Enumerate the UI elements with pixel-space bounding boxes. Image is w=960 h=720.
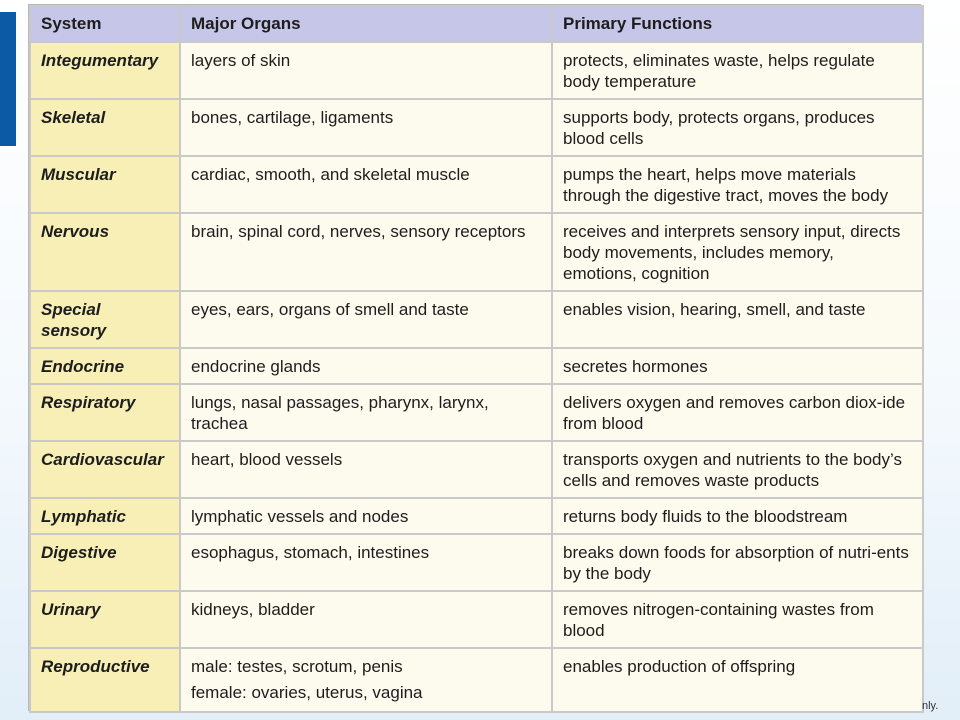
organs-cell: endocrine glands [179,347,553,385]
organs-line: heart, blood vessels [191,450,343,469]
system-cell: Urinary [29,590,181,649]
system-cell: Integumentary [29,41,181,100]
organs-line: layers of skin [191,51,291,70]
functions-cell: protects, eliminates waste, helps regula… [551,41,924,100]
system-cell: Reproductive [29,647,181,713]
functions-cell: receives and interprets sensory input, d… [551,212,924,292]
functions-cell: supports body, protects organs, produces… [551,98,924,157]
functions-cell: secretes hormones [551,347,924,385]
functions-cell: removes nitrogen-containing wastes from … [551,590,924,649]
footer-text-fragment: nly. [922,700,939,712]
table-row: Digestive esophagus, stomach, intestines… [29,533,924,592]
organs-cell: eyes, ears, organs of smell and taste [179,290,553,349]
table: System Major Organs Primary Functions In… [29,5,924,713]
organs-cell: lungs, nasal passages, pharynx, larynx, … [179,383,553,442]
functions-cell: transports oxygen and nutrients to the b… [551,440,924,499]
table-row: Integumentary layers of skin protects, e… [29,41,924,100]
organs-cell: lymphatic vessels and nodes [179,497,553,535]
table-row: Respiratory lungs, nasal passages, phary… [29,383,924,442]
organs-line: endocrine glands [191,357,321,376]
table-row: Special sensory eyes, ears, organs of sm… [29,290,924,349]
system-cell: Cardiovascular [29,440,181,499]
system-cell: Special sensory [29,290,181,349]
organs-cell: brain, spinal cord, nerves, sensory rece… [179,212,553,292]
organs-cell: layers of skin [179,41,553,100]
header-major-organs: Major Organs [179,5,553,43]
system-cell: Muscular [29,155,181,214]
system-cell: Respiratory [29,383,181,442]
table-row: Lymphatic lymphatic vessels and nodes re… [29,497,924,535]
organs-line: female: ovaries, uterus, vagina [191,683,423,702]
organs-line: male: testes, scrotum, penis [191,657,403,676]
organs-cell: kidneys, bladder [179,590,553,649]
table-row: Skeletal bones, cartilage, ligaments sup… [29,98,924,157]
system-cell: Nervous [29,212,181,292]
organs-cell: cardiac, smooth, and skeletal muscle [179,155,553,214]
table-row: Muscular cardiac, smooth, and skeletal m… [29,155,924,214]
table-row: Urinary kidneys, bladder removes nitroge… [29,590,924,649]
table-row: Endocrine endocrine glands secretes horm… [29,347,924,385]
table-row: Reproductive male: testes, scrotum, peni… [29,647,924,713]
organs-line: lymphatic vessels and nodes [191,507,409,526]
organs-line: bones, cartilage, ligaments [191,108,394,127]
functions-cell: delivers oxygen and removes carbon diox-… [551,383,924,442]
functions-cell: enables production of offspring [551,647,924,713]
header-primary-functions: Primary Functions [551,5,924,43]
system-cell: Lymphatic [29,497,181,535]
organ-systems-table: System Major Organs Primary Functions In… [28,4,924,713]
organs-line: lungs, nasal passages, pharynx, larynx, … [191,393,489,433]
organs-line: kidneys, bladder [191,600,315,619]
organs-cell: bones, cartilage, ligaments [179,98,553,157]
organs-cell: heart, blood vessels [179,440,553,499]
blue-accent-tab [0,12,16,146]
table-header-row: System Major Organs Primary Functions [29,5,924,43]
functions-cell: pumps the heart, helps move materials th… [551,155,924,214]
table-row: Cardiovascular heart, blood vessels tran… [29,440,924,499]
functions-cell: enables vision, hearing, smell, and tast… [551,290,924,349]
organs-line: brain, spinal cord, nerves, sensory rece… [191,222,526,241]
organs-cell: esophagus, stomach, intestines [179,533,553,592]
system-cell: Endocrine [29,347,181,385]
header-system: System [29,5,181,43]
system-cell: Skeletal [29,98,181,157]
functions-cell: returns body fluids to the bloodstream [551,497,924,535]
system-cell: Digestive [29,533,181,592]
organs-line: cardiac, smooth, and skeletal muscle [191,165,470,184]
organs-line: esophagus, stomach, intestines [191,543,430,562]
organs-cell: male: testes, scrotum, penis female: ova… [179,647,553,713]
functions-cell: breaks down foods for absorption of nutr… [551,533,924,592]
organs-line: eyes, ears, organs of smell and taste [191,300,469,319]
table-row: Nervous brain, spinal cord, nerves, sens… [29,212,924,292]
